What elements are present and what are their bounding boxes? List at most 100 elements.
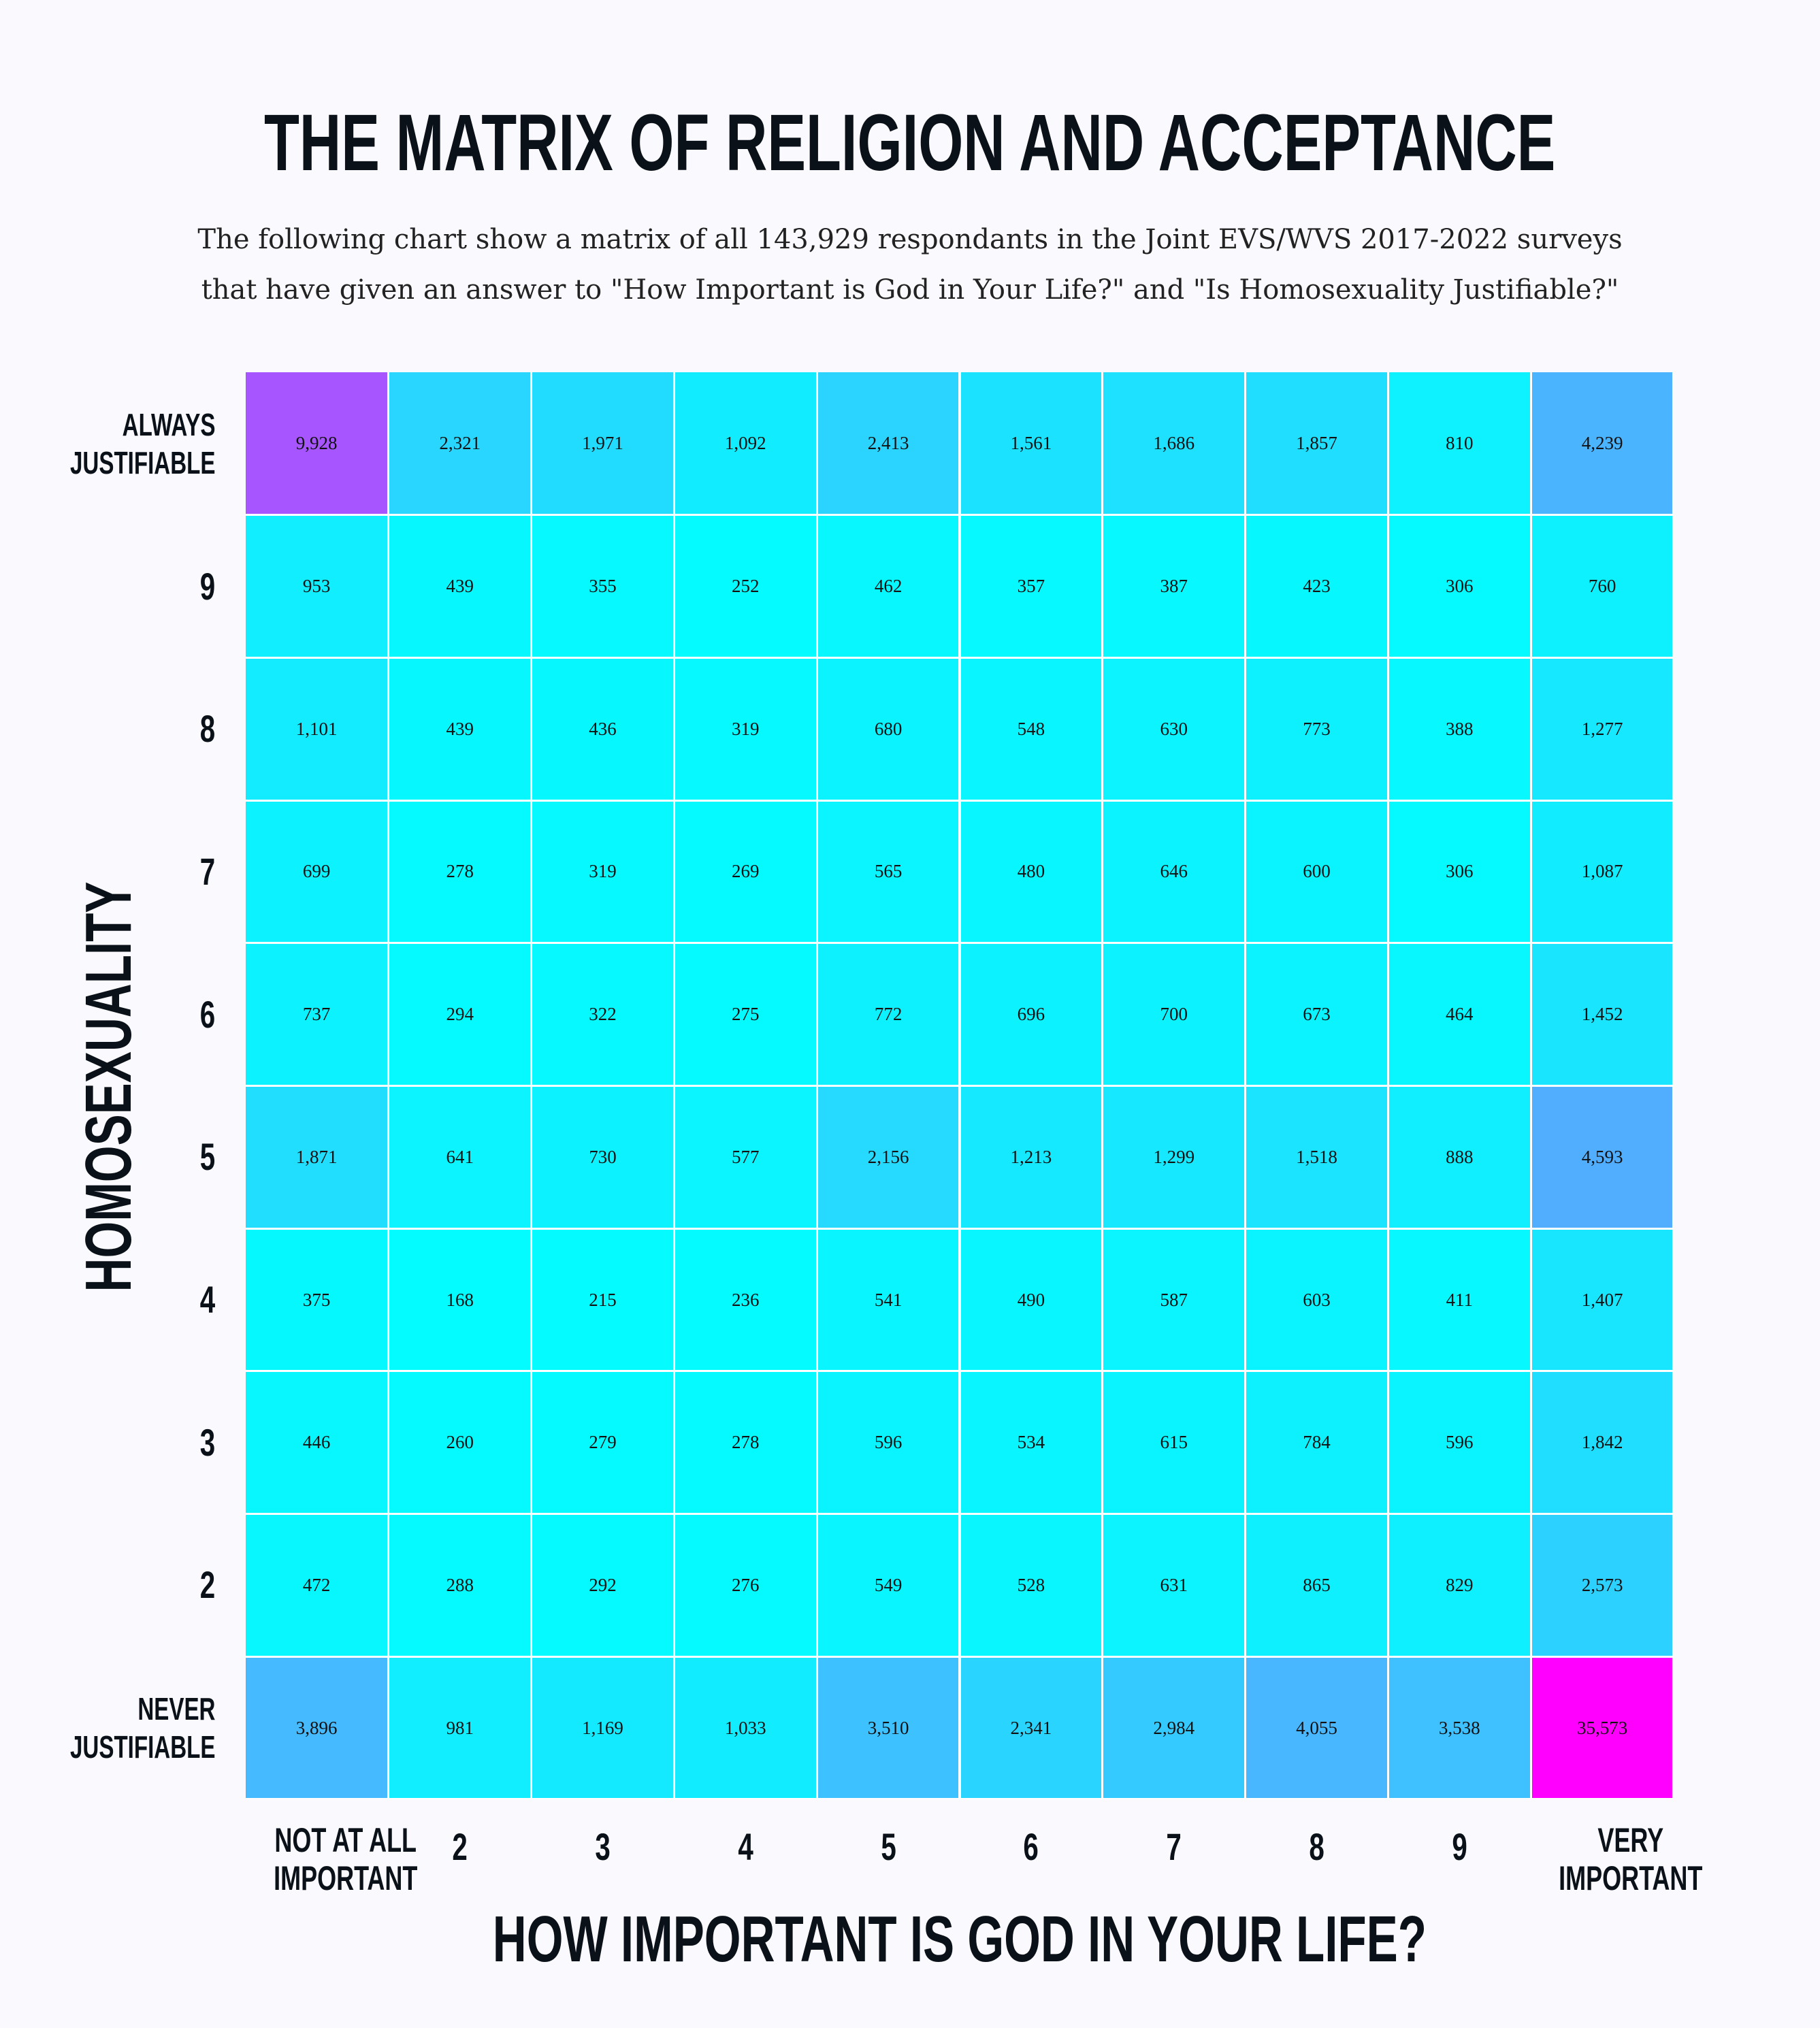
heatmap-cell: 462 <box>817 516 959 657</box>
heatmap-cell: 1,092 <box>675 372 816 514</box>
heatmap-cell: 587 <box>1103 1229 1245 1371</box>
heatmap-cell: 288 <box>389 1515 531 1656</box>
heatmap-cell: 4,593 <box>1531 1087 1673 1228</box>
heatmap-cell: 411 <box>1388 1229 1530 1371</box>
y-tick-label: NEVER JUSTIFIABLE <box>69 1691 215 1765</box>
heatmap-cell: 1,299 <box>1103 1087 1245 1228</box>
heatmap-cell: 275 <box>675 944 816 1085</box>
heatmap-cell: 1,101 <box>246 658 388 800</box>
heatmap-cell: 615 <box>1103 1372 1245 1514</box>
heatmap-cell: 446 <box>246 1372 388 1514</box>
heatmap-cell: 600 <box>1246 801 1387 943</box>
heatmap-cell: 1,169 <box>532 1657 673 1799</box>
heatmap-cell: 528 <box>960 1515 1102 1656</box>
heatmap-cell: 464 <box>1388 944 1530 1085</box>
heatmap-cell: 215 <box>532 1229 673 1371</box>
heatmap-cell: 784 <box>1246 1372 1387 1514</box>
chart-subtitle: The following chart show a matrix of all… <box>136 214 1684 315</box>
heatmap-cell: 3,538 <box>1388 1657 1530 1799</box>
y-tick-label: 4 <box>199 1278 215 1322</box>
heatmap-cell: 472 <box>246 1515 388 1656</box>
heatmap-cell: 641 <box>389 1087 531 1228</box>
x-axis-title: HOW IMPORTANT IS GOD IN YOUR LIFE? <box>492 1903 1427 1976</box>
heatmap-cell: 548 <box>960 658 1102 800</box>
heatmap-cell: 737 <box>246 944 388 1085</box>
heatmap-cell: 236 <box>675 1229 816 1371</box>
x-tick-label: VERY IMPORTANT <box>1559 1821 1703 1897</box>
heatmap-cell: 2,413 <box>817 372 959 514</box>
heatmap-cell: 2,984 <box>1103 1657 1245 1799</box>
subtitle-line: that have given an answer to "How Import… <box>201 274 1619 306</box>
heatmap-cell: 549 <box>817 1515 959 1656</box>
heatmap-cell: 2,321 <box>389 372 531 514</box>
heatmap-cell: 3,510 <box>817 1657 959 1799</box>
heatmap-cell: 1,686 <box>1103 372 1245 514</box>
heatmap-cell: 1,561 <box>960 372 1102 514</box>
heatmap-cell: 260 <box>389 1372 531 1514</box>
y-tick-label: 2 <box>199 1563 215 1607</box>
x-tick-label: 2 <box>452 1825 468 1868</box>
heatmap-cell: 168 <box>389 1229 531 1371</box>
heatmap-cell: 278 <box>675 1372 816 1514</box>
chart-title: THE MATRIX OF RELIGION AND ACCEPTANCE <box>264 98 1556 188</box>
x-tick-label: 8 <box>1309 1825 1325 1868</box>
heatmap-cell: 387 <box>1103 516 1245 657</box>
x-tick-label: 5 <box>880 1825 896 1868</box>
heatmap-cell: 565 <box>817 801 959 943</box>
heatmap-cell: 577 <box>675 1087 816 1228</box>
heatmap-cell: 810 <box>1388 372 1530 514</box>
heatmap-cell: 773 <box>1246 658 1387 800</box>
heatmap-cell: 1,857 <box>1246 372 1387 514</box>
y-tick-label: 5 <box>199 1135 215 1179</box>
heatmap-cell: 829 <box>1388 1515 1530 1656</box>
heatmap-cell: 490 <box>960 1229 1102 1371</box>
heatmap-cell: 981 <box>389 1657 531 1799</box>
heatmap-cell: 699 <box>246 801 388 943</box>
heatmap-cell: 278 <box>389 801 531 943</box>
heatmap-grid: 9,928 2,321 1,971 1,092 2,413 1,561 1,686 1,857… <box>246 372 1674 1799</box>
heatmap-cell: 2,573 <box>1531 1515 1673 1656</box>
y-tick-label: 8 <box>199 707 215 751</box>
heatmap-cell: 252 <box>675 516 816 657</box>
heatmap-cell: 673 <box>1246 944 1387 1085</box>
heatmap-cell: 269 <box>675 801 816 943</box>
heatmap-cell: 1,087 <box>1531 801 1673 943</box>
y-tick-label: ALWAYS JUSTIFIABLE <box>69 406 215 480</box>
subtitle-line: The following chart show a matrix of all… <box>197 224 1623 255</box>
heatmap-cell: 1,452 <box>1531 944 1673 1085</box>
heatmap-cell: 700 <box>1103 944 1245 1085</box>
x-tick-label: 3 <box>595 1825 611 1868</box>
heatmap-cell: 292 <box>532 1515 673 1656</box>
heatmap-cell: 888 <box>1388 1087 1530 1228</box>
heatmap-cell: 1,213 <box>960 1087 1102 1228</box>
x-tick-label: 6 <box>1023 1825 1039 1868</box>
heatmap-cell: 355 <box>532 516 673 657</box>
heatmap-cell: 357 <box>960 516 1102 657</box>
heatmap-cell: 9,928 <box>246 372 388 514</box>
heatmap-cell: 1,971 <box>532 372 673 514</box>
heatmap-cell: 865 <box>1246 1515 1387 1656</box>
heatmap-cell: 953 <box>246 516 388 657</box>
heatmap-cell: 306 <box>1388 801 1530 943</box>
heatmap-cell: 439 <box>389 516 531 657</box>
heatmap-cell: 1,518 <box>1246 1087 1387 1228</box>
heatmap-cell: 480 <box>960 801 1102 943</box>
y-tick-label: 9 <box>199 564 215 608</box>
heatmap-cell: 2,156 <box>817 1087 959 1228</box>
heatmap-cell: 276 <box>675 1515 816 1656</box>
heatmap-cell: 319 <box>675 658 816 800</box>
heatmap-cell: 696 <box>960 944 1102 1085</box>
heatmap-cell: 646 <box>1103 801 1245 943</box>
heatmap-cell: 603 <box>1246 1229 1387 1371</box>
heatmap-cell: 279 <box>532 1372 673 1514</box>
x-tick-label: 9 <box>1452 1825 1467 1868</box>
heatmap-cell: 1,842 <box>1531 1372 1673 1514</box>
heatmap-cell: 630 <box>1103 658 1245 800</box>
heatmap-cell: 4,239 <box>1531 372 1673 514</box>
heatmap-cell: 423 <box>1246 516 1387 657</box>
heatmap-cell: 1,033 <box>675 1657 816 1799</box>
heatmap-cell: 631 <box>1103 1515 1245 1656</box>
heatmap-cell: 306 <box>1388 516 1530 657</box>
y-tick-label: 6 <box>199 992 215 1036</box>
x-tick-label: 7 <box>1166 1825 1182 1868</box>
